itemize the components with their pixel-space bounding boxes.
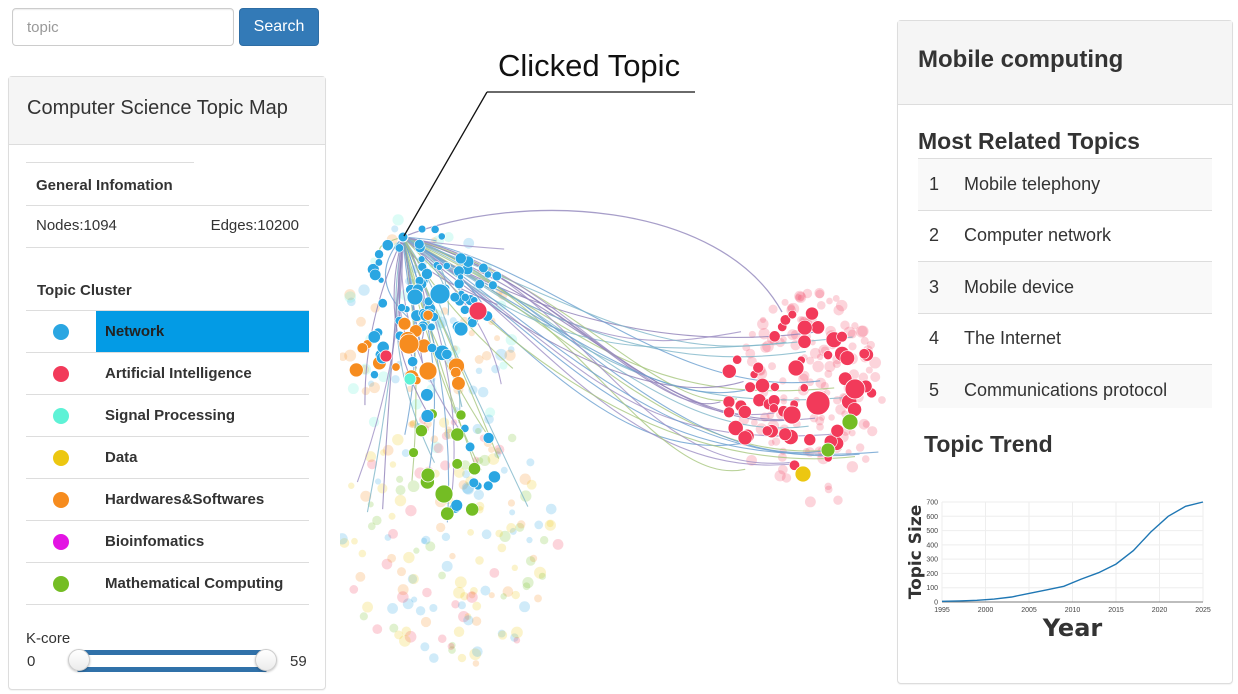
- cluster-label: Hardwares&Softwares: [105, 491, 265, 508]
- cluster-label: Signal Processing: [105, 407, 236, 424]
- cluster-item[interactable]: Network: [26, 311, 309, 353]
- related-topic-label: Mobile telephony: [964, 173, 1101, 194]
- y-tick-label: 100: [926, 585, 938, 592]
- cluster-label: Mathematical Computing: [105, 575, 284, 592]
- related-topic-rank: 3: [929, 276, 940, 297]
- cluster-item[interactable]: Mathematical Computing: [26, 563, 309, 605]
- search-input[interactable]: [12, 8, 234, 46]
- general-info-title: General Infomation: [26, 163, 309, 206]
- related-topic-label: Communications protocol: [964, 379, 1168, 400]
- trend-line: [941, 501, 1204, 602]
- related-topic-row[interactable]: 1 Mobile telephony: [918, 159, 1212, 211]
- kcore-label: K-core: [26, 630, 71, 647]
- related-topic-row[interactable]: 5 Communications protocol: [918, 365, 1212, 408]
- graph-nodes[interactable]: [349, 224, 877, 521]
- related-topics-list: 1 Mobile telephony 2 Computer network 3 Mobil…: [918, 158, 1212, 408]
- cluster-color-dot: [53, 323, 69, 340]
- kcore-max-value: 59: [290, 653, 307, 670]
- y-tick-label: 500: [926, 528, 938, 535]
- cluster-label: Bioinfomatics: [105, 533, 205, 550]
- related-topics-title: Most Related Topics: [918, 128, 1140, 154]
- cluster-color-dot: [53, 407, 69, 424]
- nodes-count: Nodes:1094: [36, 217, 117, 234]
- edges-count: Edges:10200: [210, 217, 299, 234]
- x-tick-label: 2010: [1065, 607, 1081, 614]
- cluster-item[interactable]: Artificial Intelligence: [26, 353, 309, 395]
- x-axis-label: Year: [1042, 614, 1103, 642]
- y-axis-label: Topic Size: [906, 505, 926, 600]
- clicked-topic-node: [397, 231, 409, 243]
- related-topic-rank: 1: [929, 173, 940, 194]
- cluster-color-dot: [53, 491, 69, 508]
- kcore-slider-range: [77, 667, 267, 672]
- kcore-max-handle[interactable]: [255, 649, 277, 671]
- general-info-section: General Infomation Nodes:1094 Edges:1020…: [26, 162, 309, 248]
- cluster-color-dot: [53, 533, 69, 550]
- y-tick-label: 700: [926, 500, 938, 507]
- kcore-min-handle[interactable]: [68, 649, 90, 671]
- search-button[interactable]: Search: [239, 8, 319, 46]
- cluster-label: Artificial Intelligence: [105, 365, 252, 382]
- y-tick-label: 300: [926, 557, 938, 564]
- cluster-label: Data: [105, 449, 138, 466]
- related-topic-row[interactable]: 4 The Internet: [918, 314, 1212, 365]
- related-topic-label: Mobile device: [964, 276, 1075, 297]
- topic-map-panel: Computer Science Topic Map General Infom…: [8, 76, 326, 690]
- y-tick-label: 600: [926, 514, 938, 521]
- topic-network-graph[interactable]: [340, 50, 890, 694]
- kcore-min-value: 0: [27, 653, 36, 670]
- cluster-color-dot: [53, 365, 69, 382]
- cluster-item[interactable]: Signal Processing: [26, 395, 309, 437]
- related-topic-label: Computer network: [964, 225, 1112, 246]
- cluster-item[interactable]: Data: [26, 437, 309, 479]
- x-tick-label: 2025: [1195, 607, 1211, 614]
- cluster-item[interactable]: Hardwares&Softwares: [26, 479, 309, 521]
- cluster-item[interactable]: Bioinfomatics: [26, 521, 309, 563]
- y-tick-label: 0: [934, 600, 938, 607]
- topic-cluster-list: Network Artificial Intelligence Signal Pro…: [26, 310, 309, 605]
- x-tick-label: 2020: [1152, 607, 1168, 614]
- y-tick-label: 200: [926, 571, 938, 578]
- related-topic-row[interactable]: 3 Mobile device: [918, 262, 1212, 314]
- related-topic-rank: 2: [929, 225, 940, 246]
- cluster-color-dot: [53, 575, 69, 592]
- x-tick-label: 2000: [978, 607, 994, 614]
- related-topic-label: The Internet: [964, 328, 1062, 349]
- cluster-label: Network: [96, 311, 309, 352]
- y-tick-label: 400: [926, 542, 938, 549]
- topic-detail-panel: Mobile computing Most Related Topics 1 Mo…: [897, 20, 1233, 684]
- x-tick-label: 2005: [1021, 607, 1037, 614]
- selected-topic-title: Mobile computing: [898, 21, 1232, 105]
- kcore-slider-track[interactable]: [77, 650, 267, 655]
- related-topic-row[interactable]: 2 Computer network: [918, 211, 1212, 262]
- panel-title: Computer Science Topic Map: [9, 77, 325, 145]
- topic-trend-title: Topic Trend: [924, 431, 1053, 457]
- x-tick-label: 1995: [934, 607, 950, 614]
- cluster-color-dot: [53, 449, 69, 466]
- related-topic-rank: 5: [929, 379, 940, 400]
- x-tick-label: 2015: [1108, 607, 1124, 614]
- clicked-topic-annotation: Clicked Topic: [498, 48, 681, 83]
- topic-cluster-title: Topic Cluster: [37, 282, 132, 299]
- related-topic-rank: 4: [929, 328, 940, 349]
- topic-trend-chart: 0 100 200 300 400 500 600 700 1995 2000 2005 2010 20…: [906, 500, 1211, 643]
